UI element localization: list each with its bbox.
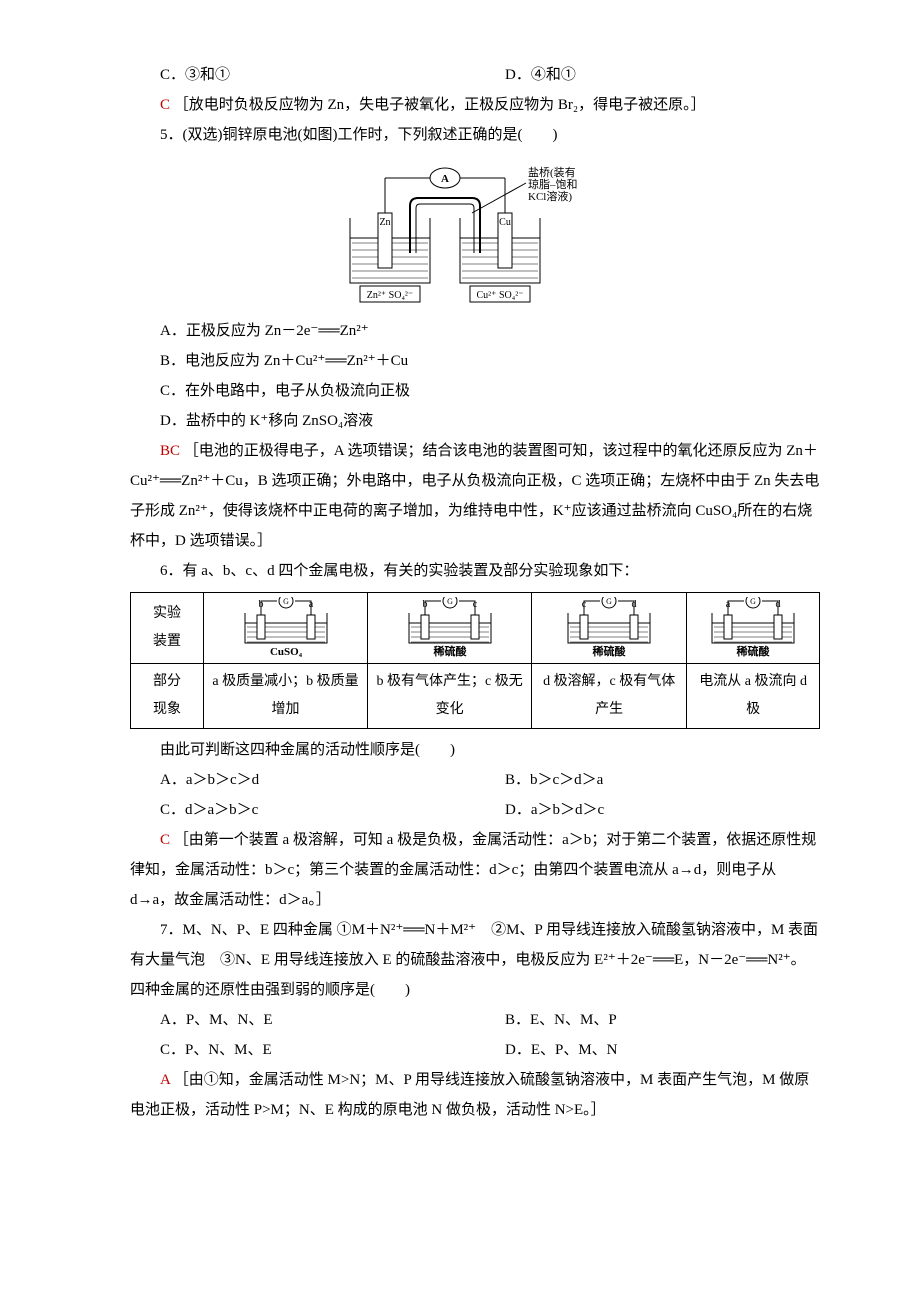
- q6-option-b: B．b＞c＞d＞a: [475, 765, 820, 795]
- svg-text:稀硫酸: 稀硫酸: [433, 644, 467, 658]
- q4-answer-text: ［放电时负极反应物为 Zn，失电子被氧化，正极反应物为 Br₂，得电子被还原。］: [174, 97, 706, 113]
- bridge-label-2: 琼脂–饱和: [528, 177, 578, 191]
- q6-stem: 6．有 a、b、c、d 四个金属电极，有关的实验装置及部分实验现象如下：: [130, 556, 820, 586]
- q7-answer-text: ［由①知，金属活动性 M>N；M、P 用导线连接放入硫酸氢钠溶液中，M 表面产生…: [130, 1072, 809, 1118]
- phen-cell-1: a 极质量减小；b 极质量增加: [204, 664, 368, 729]
- q5-option-a: A．正极反应为 Zn－2e⁻══Zn²⁺: [130, 316, 820, 346]
- q6-tail: 由此可判断这四种金属的活动性顺序是( ): [130, 735, 820, 765]
- q7-options-cd: C．P、N、M、E D．E、P、M、N: [130, 1035, 820, 1065]
- q7-option-c: C．P、N、M、E: [130, 1035, 475, 1065]
- q5-option-b: B．电池反应为 Zn＋Cu²⁺══Zn²⁺＋Cu: [130, 346, 820, 376]
- svg-text:G: G: [447, 597, 453, 606]
- svg-text:G: G: [750, 597, 756, 606]
- q6-option-c: C．d＞a＞b＞c: [130, 795, 475, 825]
- q7-answer-letter: A: [160, 1072, 170, 1088]
- q5-option-d: D．盐桥中的 K⁺移向 ZnSO₄溶液: [130, 406, 820, 436]
- svg-text:G: G: [606, 597, 612, 606]
- right-sol: Cu²⁺ SO₄²⁻: [477, 290, 524, 301]
- q5-answer-text: ［电池的正极得电子，A 选项错误；结合该电池的装置图可知，该过程中的氧化还原反应…: [130, 443, 819, 549]
- device-cell-3: cdG稀硫酸: [532, 593, 687, 664]
- q5-option-c: C．在外电路中，电子从负极流向正极: [130, 376, 820, 406]
- row-label-device: 实验装置: [131, 593, 204, 664]
- q7-answer: A ［由①知，金属活动性 M>N；M、P 用导线连接放入硫酸氢钠溶液中，M 表面…: [130, 1065, 820, 1125]
- phen-cell-2: b 极有气体产生；c 极无变化: [368, 664, 532, 729]
- svg-text:稀硫酸: 稀硫酸: [737, 644, 771, 658]
- q7-option-a: A．P、M、N、E: [130, 1005, 475, 1035]
- q6-option-a: A．a＞b＞c＞d: [130, 765, 475, 795]
- q4-answer-letter: C: [160, 97, 170, 113]
- q4-option-d: D．④和①: [475, 60, 820, 90]
- q6-options-cd: C．d＞a＞b＞c D．a＞b＞d＞c: [130, 795, 820, 825]
- q5-stem: 5．(双选)铜锌原电池(如图)工作时，下列叙述正确的是( ): [130, 120, 820, 150]
- q5-answer: BC ［电池的正极得电子，A 选项错误；结合该电池的装置图可知，该过程中的氧化还…: [130, 436, 820, 556]
- phen-cell-3: d 极溶解，c 极有气体产生: [532, 664, 687, 729]
- zn-label: Zn: [379, 217, 390, 228]
- q7-options-ab: A．P、M、N、E B．E、N、M、P: [130, 1005, 820, 1035]
- table-row: 部分现象 a 极质量减小；b 极质量增加 b 极有气体产生；c 极无变化 d 极…: [131, 664, 820, 729]
- q4-option-c: C．③和①: [130, 60, 475, 90]
- q6-table: 实验装置 baGCuSO₄ bcG稀硫酸 cdG稀硫酸 adG稀硫酸 部分现象 …: [130, 592, 820, 729]
- q6-options-ab: A．a＞b＞c＞d B．b＞c＞d＞a: [130, 765, 820, 795]
- q7-option-b: B．E、N、M、P: [475, 1005, 820, 1035]
- q5-answer-letter: BC: [160, 443, 180, 459]
- left-sol: Zn²⁺ SO₄²⁻: [367, 290, 413, 301]
- q6-option-d: D．a＞b＞d＞c: [475, 795, 820, 825]
- bridge-label-3: KCl溶液): [528, 189, 572, 203]
- table-row: 实验装置 baGCuSO₄ bcG稀硫酸 cdG稀硫酸 adG稀硫酸: [131, 593, 820, 664]
- q5-diagram: A 盐桥(装有 琼脂–饱和 KCl溶液) Zn Cu: [130, 158, 820, 308]
- q4-answer: C ［放电时负极反应物为 Zn，失电子被氧化，正极反应物为 Br₂，得电子被还原…: [130, 90, 820, 120]
- q7-stem: 7．M、N、P、E 四种金属 ①M＋N²⁺══N＋M²⁺ ②M、P 用导线连接放…: [130, 915, 820, 1005]
- q6-answer-letter: C: [160, 832, 170, 848]
- svg-text:稀硫酸: 稀硫酸: [593, 644, 627, 658]
- bridge-label-1: 盐桥(装有: [528, 165, 576, 179]
- svg-text:CuSO₄: CuSO₄: [270, 646, 303, 658]
- svg-text:G: G: [283, 597, 289, 606]
- device-cell-1: baGCuSO₄: [204, 593, 368, 664]
- q6-answer-text: ［由第一个装置 a 极溶解，可知 a 极是负极，金属活动性：a＞b；对于第二个装…: [130, 832, 816, 908]
- phen-cell-4: 电流从 a 极流向 d 极: [687, 664, 820, 729]
- device-cell-2: bcG稀硫酸: [368, 593, 532, 664]
- q6-answer: C ［由第一个装置 a 极溶解，可知 a 极是负极，金属活动性：a＞b；对于第二…: [130, 825, 820, 915]
- q4-options-cd: C．③和① D．④和①: [130, 60, 820, 90]
- ammeter-label: A: [441, 173, 449, 185]
- cu-label: Cu: [499, 217, 511, 228]
- row-label-phen: 部分现象: [131, 664, 204, 729]
- device-cell-4: adG稀硫酸: [687, 593, 820, 664]
- q7-option-d: D．E、P、M、N: [475, 1035, 820, 1065]
